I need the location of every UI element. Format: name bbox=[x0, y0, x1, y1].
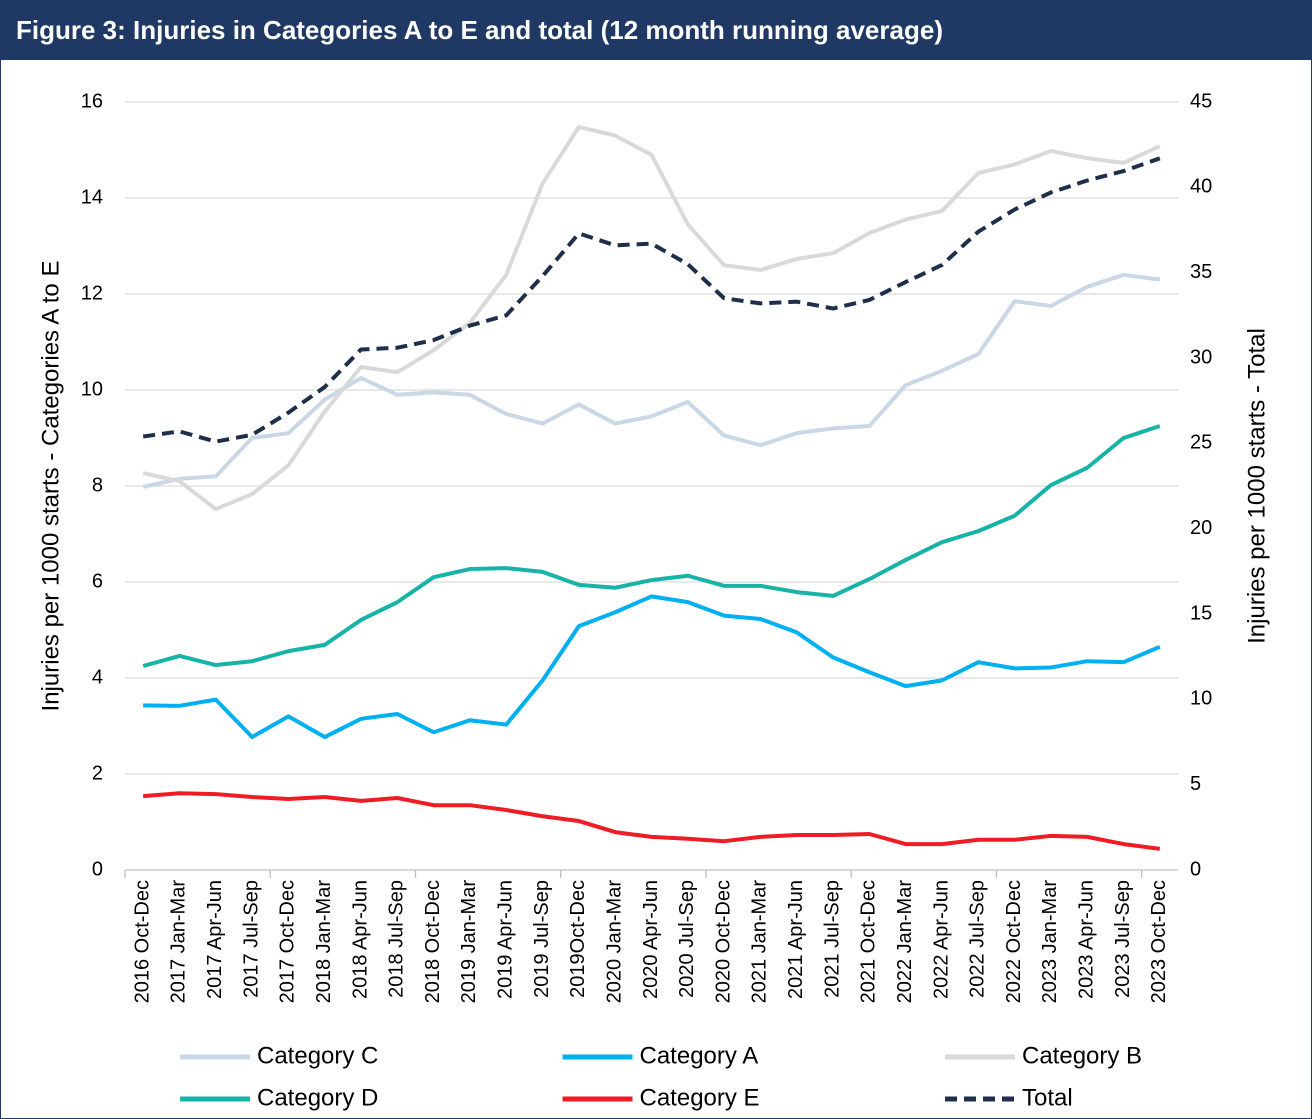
y2-tick-label: 5 bbox=[1190, 773, 1201, 795]
x-tick-label: 2019 Jul-Sep bbox=[531, 880, 553, 998]
x-tick-label: 2017 Jul-Sep bbox=[240, 880, 262, 998]
x-tick-label: 2023 Jan-Mar bbox=[1039, 880, 1061, 1004]
legend-label: Total bbox=[1022, 1084, 1073, 1111]
y-tick-label: 2 bbox=[92, 762, 103, 784]
y2-tick-label: 25 bbox=[1190, 432, 1212, 454]
y2-tick-label: 40 bbox=[1190, 176, 1212, 198]
title-bar bbox=[0, 0, 1312, 60]
chart-title: Figure 3: Injuries in Categories A to E … bbox=[16, 15, 943, 45]
series-line bbox=[142, 791, 1161, 851]
y-axis-title: Injuries per 1000 starts - Categories A … bbox=[37, 261, 64, 712]
y2-axis-title: Injuries per 1000 starts - Total bbox=[1243, 328, 1270, 644]
y2-tick-label: 0 bbox=[1190, 858, 1201, 880]
y-tick-label: 16 bbox=[81, 90, 103, 112]
y2-tick-label: 30 bbox=[1190, 346, 1212, 368]
x-tick-label: 2016 Oct-Dec bbox=[131, 880, 153, 1003]
series-line bbox=[142, 272, 1161, 489]
x-tick-label: 2020 Oct-Dec bbox=[712, 880, 734, 1003]
legend-label: Category C bbox=[257, 1042, 378, 1069]
x-tick-label: 2020 Jul-Sep bbox=[676, 880, 698, 998]
x-tick-label: 2019 Jan-Mar bbox=[458, 880, 480, 1004]
x-tick-label: 2017 Apr-Jun bbox=[204, 880, 226, 999]
x-tick-label: 2019 Apr-Jun bbox=[495, 880, 517, 999]
y2-tick-label: 10 bbox=[1190, 688, 1212, 710]
y-tick-label: 8 bbox=[92, 474, 103, 496]
x-tick-label: 2023 Jul-Sep bbox=[1112, 880, 1134, 998]
y-tick-label: 12 bbox=[81, 282, 103, 304]
legend-label: Category D bbox=[257, 1084, 378, 1111]
x-tick-label: 2017 Oct-Dec bbox=[277, 880, 299, 1003]
x-tick-label: 2022 Apr-Jun bbox=[930, 880, 952, 999]
legend-label: Category E bbox=[640, 1084, 760, 1111]
series-line bbox=[142, 424, 1161, 668]
y-tick-label: 4 bbox=[92, 666, 103, 688]
x-tick-label: 2022 Oct-Dec bbox=[1003, 880, 1025, 1003]
x-tick-label: 2018 Oct-Dec bbox=[422, 880, 444, 1003]
x-tick-label: 2020 Apr-Jun bbox=[640, 880, 662, 999]
x-tick-label: 2019Oct-Dec bbox=[567, 880, 589, 998]
y2-tick-label: 35 bbox=[1190, 261, 1212, 283]
x-tick-label: 2018 Apr-Jun bbox=[349, 880, 371, 999]
x-tick-label: 2023 Apr-Jun bbox=[1076, 880, 1098, 999]
y2-tick-label: 15 bbox=[1190, 602, 1212, 624]
series-line bbox=[142, 124, 1161, 512]
legend-label: Category B bbox=[1022, 1042, 1142, 1069]
y2-tick-label: 20 bbox=[1190, 517, 1212, 539]
legend-label: Category A bbox=[640, 1042, 759, 1069]
x-tick-label: 2021 Jan-Mar bbox=[749, 880, 771, 1004]
x-tick-label: 2020 Jan-Mar bbox=[603, 880, 625, 1004]
x-tick-label: 2018 Jul-Sep bbox=[386, 880, 408, 998]
x-tick-label: 2021 Jul-Sep bbox=[821, 880, 843, 998]
series-line bbox=[143, 594, 1161, 740]
y-tick-label: 6 bbox=[92, 570, 103, 592]
y-tick-label: 14 bbox=[81, 186, 103, 208]
x-tick-label: 2017 Jan-Mar bbox=[168, 880, 190, 1004]
y2-tick-label: 45 bbox=[1190, 90, 1212, 112]
y-tick-label: 0 bbox=[92, 858, 103, 880]
x-tick-label: 2021 Oct-Dec bbox=[858, 880, 880, 1003]
x-tick-label: 2023 Oct-Dec bbox=[1148, 880, 1170, 1003]
y-tick-label: 10 bbox=[81, 378, 103, 400]
x-tick-label: 2022 Jan-Mar bbox=[894, 880, 916, 1004]
x-tick-label: 2018 Jan-Mar bbox=[313, 880, 335, 1004]
x-tick-label: 2022 Jul-Sep bbox=[967, 880, 989, 998]
x-tick-label: 2021 Apr-Jun bbox=[785, 880, 807, 999]
